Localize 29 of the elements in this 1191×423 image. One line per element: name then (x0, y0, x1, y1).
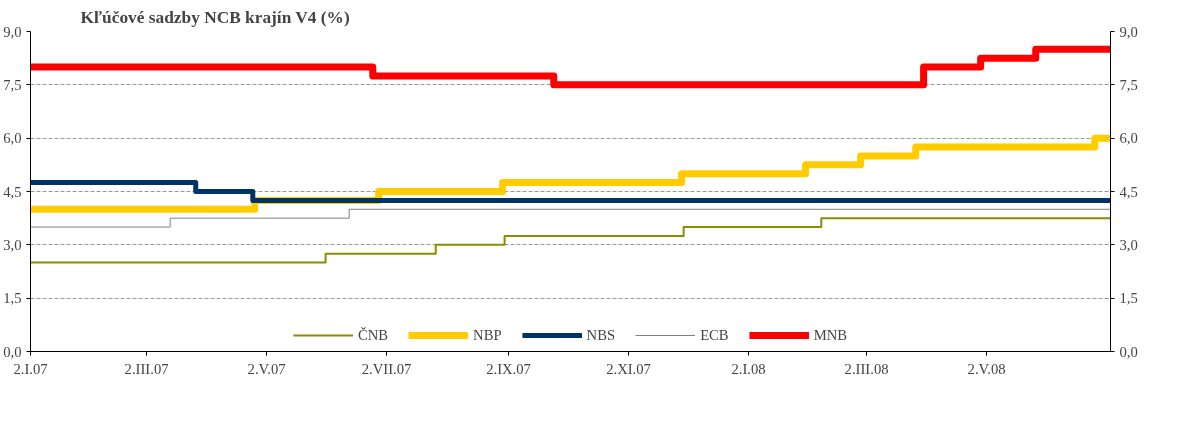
y2-tick-label: 6,0 (1119, 130, 1138, 147)
y-tick-label: 3,0 (3, 236, 22, 253)
x-tick-label: 2.I.08 (731, 360, 766, 377)
y2-tick-label: 0,0 (1119, 343, 1138, 360)
legend-label: ECB (700, 326, 729, 344)
y-tick-label: 0,0 (3, 343, 22, 360)
y2-tick-label: 3,0 (1119, 236, 1138, 253)
y-tick-label: 6,0 (3, 130, 22, 147)
legend-label: NBS (586, 326, 616, 344)
y2-tick-label: 7,5 (1119, 76, 1138, 93)
y2-tick-label: 9,0 (1119, 23, 1138, 40)
x-tick-label: 2.I.07 (13, 360, 48, 377)
x-tick-label: 2.III.08 (844, 360, 889, 377)
y-tick-label: 7,5 (3, 76, 22, 93)
x-tick-label: 2.XI.07 (606, 360, 651, 377)
legend-label: MNB (813, 326, 848, 344)
y2-tick-label: 4,5 (1119, 183, 1138, 200)
legend-label: NBP (473, 326, 502, 344)
legend-label: ČNB (357, 326, 389, 344)
y-tick-label: 4,5 (3, 183, 22, 200)
x-tick-label: 2.V.07 (247, 360, 286, 377)
x-tick-label: 2.VII.07 (361, 360, 412, 377)
x-tick-label: 2.V.08 (967, 360, 1006, 377)
x-tick-label: 2.IX.07 (486, 360, 531, 377)
y-tick-label: 9,0 (3, 23, 22, 40)
y2-tick-label: 1,5 (1119, 290, 1138, 307)
x-tick-label: 2.III.07 (124, 360, 169, 377)
y-tick-label: 1,5 (3, 290, 22, 307)
chart-title: Kľúčové sadzby NCB krajín V4 (%) (80, 7, 350, 27)
